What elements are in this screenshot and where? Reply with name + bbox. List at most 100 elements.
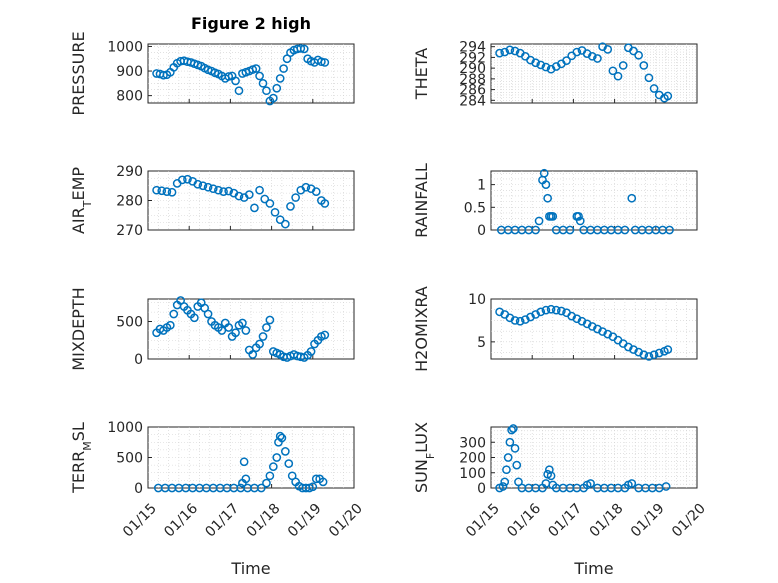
- x-tick-label: 01/16: [161, 501, 201, 541]
- data-point: [498, 482, 508, 491]
- data-point: [311, 474, 321, 484]
- y-axis-label: RAINFALL: [412, 163, 431, 238]
- y-tick-label: 288: [459, 72, 486, 88]
- data-point: [219, 187, 228, 196]
- data-point: [308, 482, 318, 492]
- data-point: [649, 350, 659, 360]
- y-tick-label: 300: [459, 435, 486, 451]
- data-point: [644, 73, 654, 83]
- data-point: [275, 431, 285, 441]
- data-point: [265, 471, 275, 481]
- data-point: [255, 339, 264, 349]
- data-point: [208, 184, 218, 194]
- data-point: [502, 465, 511, 475]
- data-point: [512, 460, 522, 470]
- data-point: [541, 62, 551, 72]
- data-point: [557, 306, 566, 316]
- x-tick-label: 01/18: [244, 501, 284, 541]
- data-point: [250, 203, 259, 213]
- y-tick-label: 200: [459, 451, 486, 467]
- data-point: [270, 207, 280, 217]
- data-point: [515, 316, 525, 326]
- y-tick-label: 0: [477, 223, 486, 239]
- data-point: [541, 305, 551, 315]
- data-point: [279, 64, 288, 73]
- data-point: [541, 180, 551, 189]
- data-point: [572, 47, 582, 57]
- data-point: [275, 215, 285, 225]
- data-point: [239, 457, 249, 467]
- data-point: [639, 61, 649, 70]
- data-point: [286, 202, 295, 211]
- y-tick-label: 0: [134, 481, 143, 497]
- data-point: [258, 78, 268, 88]
- data-point: [575, 216, 585, 226]
- data-point: [256, 483, 266, 493]
- data-point: [548, 212, 558, 221]
- data-point: [224, 186, 234, 196]
- data-point: [574, 212, 583, 221]
- y-tick-label: 290: [459, 61, 486, 77]
- x-tick-label: 01/19: [285, 501, 325, 541]
- x-tick-label: 01/16: [504, 501, 544, 541]
- data-point: [301, 182, 311, 192]
- data-point: [665, 225, 674, 235]
- data-point: [320, 58, 330, 67]
- data-point: [565, 225, 575, 235]
- y-tick-label: 500: [116, 315, 143, 331]
- data-point: [203, 309, 213, 319]
- y-axis-label: THETA: [412, 48, 431, 100]
- data-point: [268, 462, 278, 471]
- x-axis-label-left: Time: [230, 559, 270, 578]
- data-point: [265, 199, 275, 208]
- data-point: [241, 474, 251, 484]
- figure-title: Figure 2 high: [191, 14, 311, 33]
- y-tick-label: 100: [459, 466, 486, 482]
- data-point: [198, 181, 208, 191]
- data-point: [248, 350, 258, 359]
- data-point: [177, 175, 187, 185]
- data-point: [268, 93, 278, 103]
- data-point: [551, 305, 561, 315]
- data-point: [169, 309, 179, 319]
- y-tick-label: 292: [459, 50, 486, 66]
- data-point: [531, 225, 540, 235]
- subplot-5: 0 500 MIXDEPTH: [69, 287, 355, 371]
- y-axis-label: PRESSURE: [69, 31, 88, 115]
- data-point: [587, 51, 597, 61]
- data-point: [661, 482, 671, 491]
- y-axis-label: SUNFLUX: [412, 422, 437, 493]
- data-point: [203, 182, 213, 192]
- y-tick-label: 1000: [107, 39, 143, 55]
- y-axis-label: TERRMSL: [69, 422, 94, 494]
- y-tick-label: 0.5: [464, 200, 486, 216]
- y-tick-label: 1: [477, 178, 486, 194]
- data-point: [159, 70, 168, 80]
- data-point: [258, 332, 268, 341]
- data-point: [152, 185, 161, 195]
- data-point: [244, 190, 254, 199]
- data-point: [649, 84, 659, 93]
- data-point: [663, 91, 673, 101]
- data-point: [534, 216, 544, 226]
- data-point: [262, 86, 271, 96]
- y-tick-label: 294: [459, 40, 486, 56]
- x-tick-label: 01/15: [463, 501, 503, 541]
- y-axis-label: MIXDEPTH: [69, 287, 88, 370]
- data-point: [320, 330, 330, 340]
- data-point: [167, 187, 177, 197]
- x-tick-label: 01/18: [587, 501, 627, 541]
- data-point: [510, 444, 520, 453]
- data-point: [231, 328, 240, 338]
- subplot-6: 5 10 H2OMIXRA: [412, 286, 698, 372]
- data-point: [508, 424, 518, 433]
- data-point: [251, 64, 261, 73]
- data-point: [618, 61, 628, 70]
- data-point: [634, 50, 643, 60]
- y-tick-label: 0: [477, 481, 486, 497]
- data-point: [214, 185, 223, 195]
- data-point: [190, 313, 199, 323]
- data-point: [627, 193, 637, 203]
- y-tick-label: 800: [116, 89, 143, 105]
